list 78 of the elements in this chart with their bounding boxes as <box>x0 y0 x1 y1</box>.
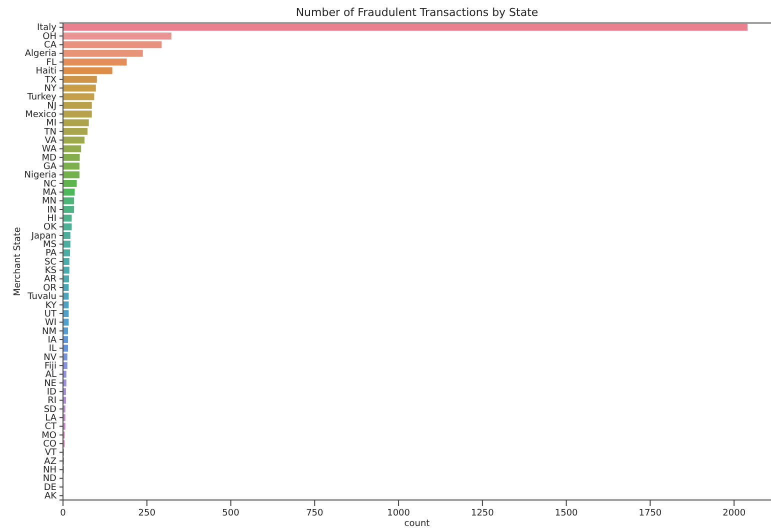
y-tick-label: CT <box>44 422 57 432</box>
y-tick-label: Mexico <box>25 110 57 120</box>
bar <box>63 180 77 187</box>
x-tick-label: 500 <box>222 508 240 518</box>
y-tick-label: SD <box>44 404 57 415</box>
chart-title: Number of Fraudulent Transactions by State <box>296 6 538 19</box>
y-tick-label: IN <box>47 205 56 216</box>
y-tick-label: Algeria <box>24 49 56 60</box>
y-tick-label: Tuvalu <box>26 292 56 302</box>
x-tick-label: 1750 <box>638 508 662 518</box>
x-tick-label: 1000 <box>387 508 410 518</box>
y-tick-label: MA <box>42 188 58 198</box>
y-tick-label: FL <box>46 58 56 68</box>
x-tick-label: 2000 <box>722 508 746 518</box>
y-tick-label: Italy <box>36 23 58 34</box>
y-tick-label: AK <box>44 492 58 502</box>
y-tick-label: VA <box>44 136 58 146</box>
bar <box>63 24 748 31</box>
y-tick-label: UT <box>44 309 57 320</box>
y-tick-label: RI <box>48 396 56 406</box>
y-tick-label: KY <box>45 300 57 311</box>
y-tick-label: AR <box>44 274 56 285</box>
x-tick-label: 1250 <box>470 508 494 518</box>
y-tick-label: OH <box>42 32 56 42</box>
x-axis-title: count <box>404 519 430 529</box>
y-tick-label: PA <box>45 248 58 259</box>
y-tick-label: VT <box>44 448 57 458</box>
y-tick-label: Nigeria <box>24 170 56 181</box>
y-tick-label: MN <box>42 196 56 207</box>
y-tick-label: NH <box>43 466 56 476</box>
bar <box>63 50 143 57</box>
y-tick-label: NY <box>44 84 57 94</box>
y-tick-label: Haiti <box>36 66 56 77</box>
y-tick-label: SC <box>44 257 56 268</box>
y-tick-label: AZ <box>44 456 56 467</box>
y-tick-label: ID <box>46 387 57 398</box>
bar <box>63 145 82 152</box>
y-tick-label: NM <box>42 326 56 337</box>
y-tick-label: CO <box>43 440 56 450</box>
x-tick-label: 1500 <box>554 508 578 518</box>
y-tick-label: ND <box>42 474 57 484</box>
y-tick-label: NC <box>43 179 56 190</box>
y-tick-label: DE <box>44 482 57 493</box>
y-tick-label: MO <box>42 430 56 441</box>
y-tick-label: NJ <box>47 101 56 112</box>
x-tick-label: 750 <box>306 508 324 518</box>
y-tick-label: NE <box>44 378 57 389</box>
y-tick-label: OR <box>43 283 56 294</box>
bar <box>63 188 75 196</box>
y-tick-label: HI <box>47 214 56 224</box>
y-tick-label: WI <box>44 318 56 328</box>
y-tick-label: Fiji <box>44 361 56 372</box>
bar <box>63 41 162 48</box>
y-tick-label: IA <box>48 335 58 346</box>
x-tick-label: 250 <box>138 508 156 518</box>
bar <box>63 67 112 74</box>
bar <box>63 58 127 66</box>
y-tick-label: MD <box>42 153 57 164</box>
y-tick-label: NV <box>44 352 58 363</box>
y-tick-label: MI <box>46 118 56 129</box>
x-tick-label: 0 <box>60 508 66 518</box>
y-tick-label: KS <box>44 266 57 276</box>
bar <box>63 171 80 178</box>
y-tick-label: MS <box>43 240 57 250</box>
bar <box>63 119 89 126</box>
y-tick-label: TX <box>44 75 56 86</box>
y-tick-label: TN <box>43 127 56 138</box>
bar <box>63 32 172 40</box>
y-tick-label: Turkey <box>26 92 58 103</box>
y-tick-label: Japan <box>30 231 56 242</box>
y-tick-label: CA <box>44 40 58 51</box>
y-tick-label: AL <box>45 370 56 380</box>
y-tick-label: OK <box>44 222 58 233</box>
y-tick-label: GA <box>43 162 58 172</box>
y-tick-label: IL <box>48 344 56 354</box>
y-tick-label: WA <box>42 144 58 155</box>
y-axis-title: Merchant State <box>13 226 23 296</box>
y-tick-label: LA <box>45 413 58 424</box>
